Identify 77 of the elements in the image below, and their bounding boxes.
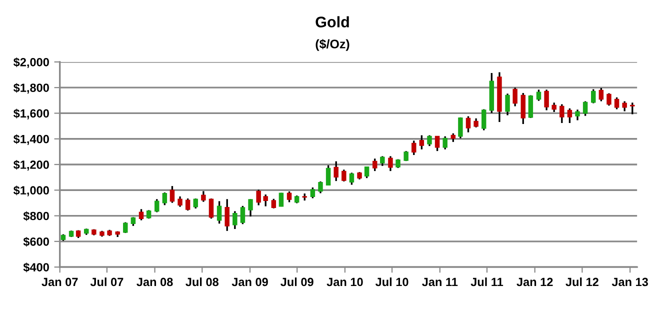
y-tick-label: $600	[23, 236, 49, 247]
candlestick	[310, 186, 316, 200]
candlestick	[154, 198, 160, 214]
candlestick	[334, 160, 338, 182]
x-tick-label: Jul 10	[375, 277, 408, 286]
candlestick	[630, 102, 635, 116]
candlestick	[606, 92, 612, 106]
candlestick	[162, 192, 168, 206]
y-tick-label: $2,000	[13, 57, 49, 68]
candlestick	[458, 116, 463, 140]
candlestick	[582, 100, 588, 117]
candlestick	[123, 221, 128, 234]
candlestick	[201, 190, 206, 203]
candlestick	[434, 135, 440, 152]
candlestick	[216, 200, 222, 224]
candlestick	[170, 185, 175, 204]
x-tick-label: Jul 07	[90, 277, 124, 286]
candlestick	[263, 194, 268, 208]
candlestick	[427, 134, 432, 147]
candlestick	[442, 135, 448, 150]
candlestick	[271, 198, 276, 210]
x-tick-label: Jan 09	[232, 278, 268, 286]
y-tick-label: $1,200	[13, 160, 49, 171]
x-tick-label: Jul 09	[280, 277, 314, 286]
candlestick	[560, 103, 564, 124]
candlestick	[412, 140, 416, 156]
candlestick	[505, 92, 510, 116]
candlestick	[591, 88, 596, 104]
candlestick	[349, 172, 354, 186]
candlestick	[512, 86, 518, 108]
y-tick-label: $400	[23, 262, 49, 272]
x-tick-label: Jul 12	[566, 277, 598, 286]
chart-subtitle: ($/Oz)	[316, 39, 350, 51]
chart-title: Gold	[316, 16, 349, 28]
x-tick-label: Jan 07	[42, 278, 78, 286]
candlestick	[481, 108, 486, 132]
x-tick-label: Jan 11	[422, 278, 458, 286]
candlestick	[388, 155, 393, 172]
candlestick	[544, 88, 549, 112]
candlestick	[178, 196, 182, 208]
y-tick-label: $1,800	[13, 83, 49, 94]
x-tick-label: Jan 08	[136, 278, 173, 286]
y-tick-label: $1,000	[13, 186, 49, 196]
y-tick-label: $1,600	[13, 108, 49, 120]
candlestick	[380, 155, 385, 167]
candlestick	[614, 96, 620, 110]
candlestick	[318, 180, 323, 194]
candlestick	[598, 87, 604, 102]
candlestick	[286, 190, 292, 204]
candlestick	[208, 198, 214, 220]
candlestick	[240, 205, 246, 225]
candlestick	[567, 108, 572, 124]
candlestick	[256, 188, 261, 206]
candlestick	[232, 210, 238, 230]
candlestick	[520, 92, 526, 125]
candlestick	[536, 88, 542, 102]
candlestick	[528, 94, 534, 119]
candlestick	[248, 198, 253, 218]
candlestick	[575, 108, 580, 122]
candlestick	[342, 168, 346, 182]
candlestick	[372, 158, 378, 172]
candlestick	[622, 100, 627, 112]
candlestick	[364, 166, 370, 179]
x-tick-label: Jan 13	[612, 278, 648, 286]
candlestick	[552, 102, 556, 113]
y-tick-label: $1,400	[13, 134, 49, 145]
candlestick	[138, 208, 144, 222]
candlestick	[185, 198, 190, 212]
candlestick	[466, 115, 471, 134]
candlestick	[419, 134, 424, 150]
x-tick-label: Jan 12	[516, 278, 553, 286]
x-tick-label: Jan 10	[326, 278, 363, 286]
x-tick-label: Jul 08	[186, 277, 219, 286]
x-tick-label: Jul 11	[470, 277, 504, 286]
candlestick	[224, 198, 230, 232]
candlestick	[326, 164, 331, 186]
y-tick-label: $800	[23, 211, 49, 221]
